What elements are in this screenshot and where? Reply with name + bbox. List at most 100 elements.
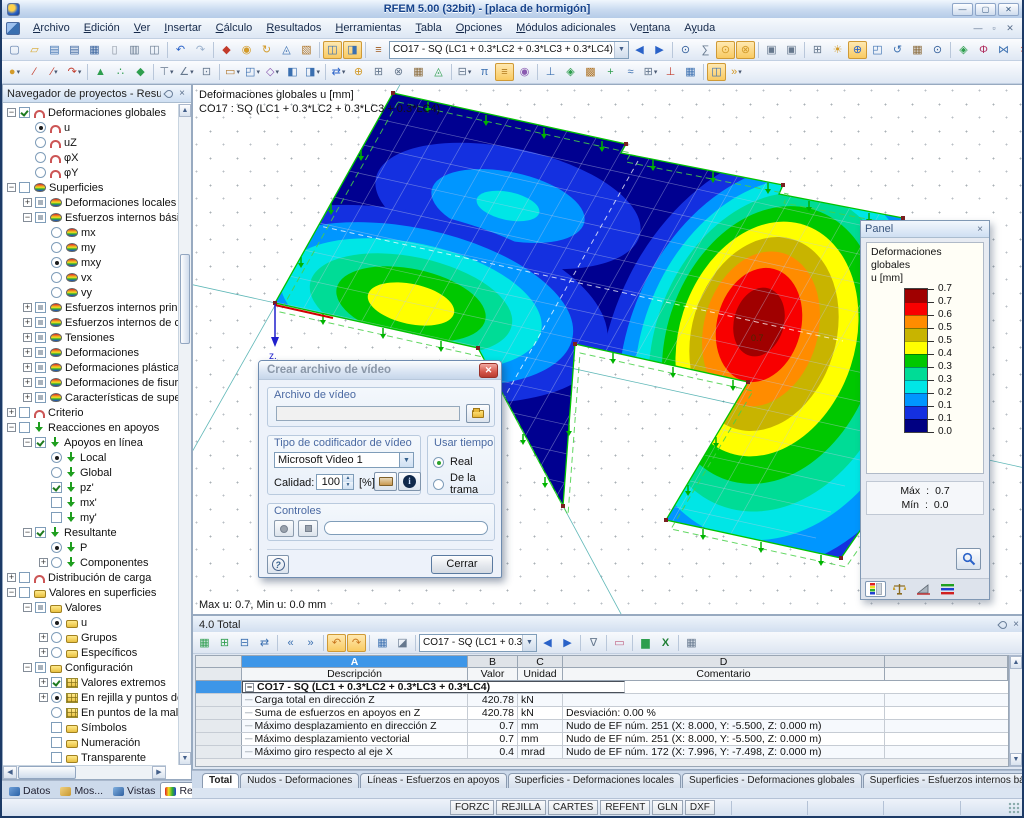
view-rotate-icon[interactable]: ◉ [237, 41, 256, 59]
chart-icon[interactable]: ▆ [636, 634, 655, 652]
compressor-config-button[interactable] [374, 472, 397, 491]
menu-tabla[interactable]: Tabla [415, 22, 442, 34]
window-split-icon[interactable]: ◨ [343, 40, 362, 59]
tree-item-superficies[interactable]: − Superficies [3, 180, 178, 195]
hinge-tool-icon[interactable]: ∠ ▾ [177, 63, 196, 81]
table-close-icon[interactable]: × [1013, 619, 1019, 630]
perp-icon[interactable]: ⊥ [661, 63, 680, 81]
pi-icon[interactable]: π [475, 63, 494, 81]
table-combo-dropdown-icon[interactable]: ▼ [522, 634, 536, 651]
edit-results-icon[interactable]: ◆ [217, 41, 236, 59]
sphere-icon[interactable]: ◉ [515, 63, 534, 81]
mdi-restore-button[interactable]: ▫ [992, 22, 996, 33]
tree-item-grupos[interactable]: + Grupos [3, 630, 178, 645]
tree-item-esfuerzos-internos-b-sicos[interactable]: − Esfuerzos internos básicos [3, 210, 178, 225]
tree-item-valores-en-superficies[interactable]: − Valores en superficies [3, 585, 178, 600]
record-button[interactable] [274, 520, 294, 537]
building-icon[interactable]: ▦ [908, 41, 927, 59]
hscrollbar-thumb[interactable] [18, 766, 76, 779]
tree-checkbox[interactable] [19, 107, 30, 118]
tree-checkbox[interactable] [35, 332, 46, 343]
tree-checkbox[interactable] [35, 377, 46, 388]
region-tool-icon[interactable]: ◰ ▾ [243, 63, 262, 81]
scrollbar-thumb[interactable] [180, 254, 190, 344]
tree-radio[interactable] [51, 272, 62, 283]
table-view-icon[interactable]: ▦ [373, 634, 392, 652]
status-button-gln[interactable]: GLN [652, 800, 683, 815]
show-results-icon[interactable]: ⊙ [716, 40, 735, 59]
tree-item-distribuci-n-de-carga[interactable]: + Distribución de carga [3, 570, 178, 585]
time-radio[interactable] [433, 478, 444, 490]
spin-down-icon[interactable]: ▼ [343, 482, 353, 489]
tree-item-mx[interactable]: mx [3, 225, 178, 240]
table-pin-icon[interactable] [997, 618, 1009, 631]
prev-loadcase-icon[interactable]: ◀ [630, 41, 649, 59]
table-edit-icon[interactable]: ◪ [393, 634, 412, 652]
header-comentario[interactable]: Comentario [563, 668, 885, 680]
save-icon[interactable]: ▦ [85, 41, 104, 59]
table-scroll-up-icon[interactable]: ▲ [1010, 656, 1022, 669]
time-option-real[interactable]: Real [433, 456, 494, 468]
tree-item-espec-ficos[interactable]: + Específicos [3, 645, 178, 660]
tree-item-pz[interactable]: pz' [3, 480, 178, 495]
color-scale-tab[interactable] [865, 581, 886, 597]
tree-expander-icon[interactable]: − [23, 212, 32, 222]
tree-checkbox[interactable] [19, 572, 30, 583]
table-tab-superficies-deformaciones-globales[interactable]: Superficies - Deformaciones globales [682, 773, 862, 788]
delete-icon[interactable]: × [1014, 41, 1022, 59]
opening-tool-icon[interactable]: ▭ ▾ [223, 63, 242, 81]
tree-item-my[interactable]: my' [3, 510, 178, 525]
sun-light-icon[interactable]: ☀ [828, 41, 847, 59]
column-letter-a[interactable]: A [242, 656, 468, 667]
support-line-icon[interactable]: ∴ [111, 63, 130, 81]
tree-expander-icon[interactable]: − [23, 527, 32, 537]
table-insert-icon[interactable]: ⊞ [215, 634, 234, 652]
mirror-icon[interactable]: ⋈ [994, 41, 1013, 59]
stop-button[interactable] [298, 520, 318, 537]
factors-tab[interactable] [889, 581, 910, 597]
navigator-tab-mos[interactable]: Mos... [55, 782, 108, 800]
table-row[interactable]: ─ Suma de esfuerzos en apoyos en Z 420.78 k… [196, 707, 1008, 720]
tree-item-valores[interactable]: − Valores [3, 600, 178, 615]
table-prev-icon[interactable]: « [281, 634, 300, 652]
maximize-button[interactable]: ▢ [975, 2, 996, 16]
quality-spinner[interactable]: 100 ▲ ▼ [316, 474, 354, 490]
tree-expander-icon[interactable]: − [23, 662, 32, 672]
surface-tool-icon[interactable]: ◆ [131, 63, 150, 81]
scroll-left-icon[interactable]: ◀ [3, 766, 17, 779]
menu-ver[interactable]: Ver [133, 22, 151, 34]
header-unidad[interactable]: Unidad [518, 668, 563, 680]
tree-expander-icon[interactable]: + [39, 692, 48, 702]
tree-expander-icon[interactable]: + [23, 332, 32, 342]
tree-item-deformaciones-locales[interactable]: + Deformaciones locales [3, 195, 178, 210]
tree-item-vy[interactable]: vy [3, 285, 178, 300]
tree-checkbox[interactable] [51, 482, 62, 493]
tree-item-s-mbolos[interactable]: Símbolos [3, 720, 178, 735]
load-levels-icon[interactable]: ≡ [369, 41, 388, 59]
time-radio[interactable] [433, 456, 444, 468]
tree-checkbox[interactable] [51, 512, 62, 523]
row-header-cell[interactable] [196, 694, 242, 706]
tree-expander-icon[interactable]: + [39, 647, 48, 657]
axis-phi-icon[interactable]: Φ [974, 41, 993, 59]
more-tools-icon[interactable]: » ▾ [727, 63, 746, 81]
tree-expander-icon[interactable]: + [7, 407, 16, 417]
redo-icon[interactable]: ↷ [191, 41, 210, 59]
cross-gen-icon[interactable]: ⊗ [389, 63, 408, 81]
tree-expander-icon[interactable]: + [7, 572, 16, 582]
mdi-minimize-button[interactable]: — [973, 22, 983, 33]
menu-resultados[interactable]: Resultados [266, 22, 322, 34]
tree-item-u[interactable]: u [3, 615, 178, 630]
tree-checkbox[interactable] [35, 317, 46, 328]
corner-cell[interactable] [196, 656, 242, 667]
pin-icon[interactable] [163, 87, 175, 100]
tree-radio[interactable] [51, 467, 62, 478]
zoom-window-icon[interactable]: ◰ [868, 41, 887, 59]
tree-expander-icon[interactable]: + [23, 377, 32, 387]
node-tool-icon[interactable]: ● ▾ [5, 63, 24, 81]
browse-button[interactable] [466, 404, 490, 423]
undo-icon[interactable]: ↶ [171, 41, 190, 59]
encoder-combobox[interactable]: Microsoft Video 1 ▼ [274, 452, 414, 468]
table-case-combobox[interactable]: CO17 - SQ (LC1 + 0.3* ▼ [419, 633, 537, 652]
mdi-close-button[interactable]: ✕ [1006, 22, 1014, 33]
